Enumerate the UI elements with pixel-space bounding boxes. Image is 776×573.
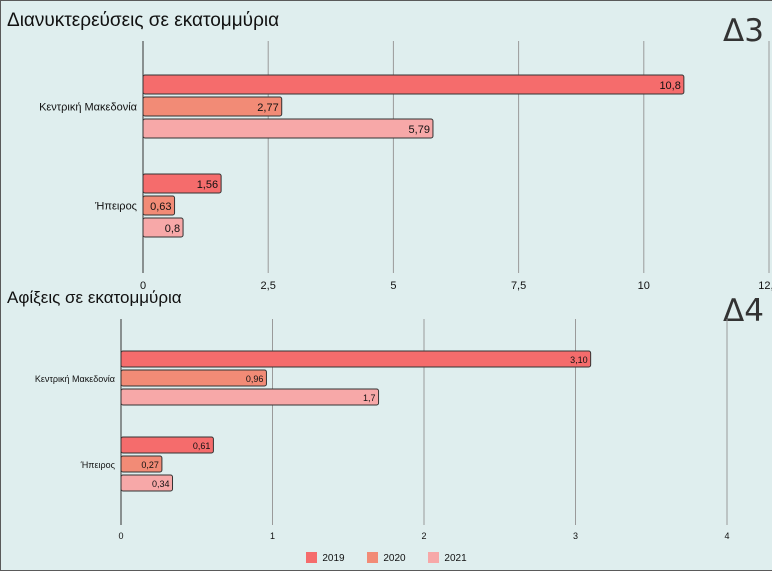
x-tick-label: 0 [118, 531, 123, 541]
data-label: 2,77 [257, 102, 278, 114]
x-tick-label: 1 [270, 531, 275, 541]
x-tick-label: 0 [140, 280, 146, 291]
data-label: 0,61 [193, 441, 211, 451]
x-tick-label: 10 [638, 280, 650, 291]
x-tick-label: 4 [724, 531, 729, 541]
x-tick-label: 5 [390, 280, 396, 291]
data-label: 0,34 [152, 479, 170, 489]
data-label: 0,27 [141, 460, 159, 470]
bar-2019-0 [120, 350, 592, 368]
bar-2021-0 [142, 118, 434, 139]
x-tick-label: 3 [573, 531, 578, 541]
chart-title-nights: Διανυκτερεύσεις σε εκατομμύρια [7, 10, 280, 31]
legend-item-2019: 2019 [306, 552, 345, 564]
category-label: Ήπειρος [94, 201, 137, 213]
data-label: 0,63 [150, 201, 171, 213]
bar-2020-0 [120, 369, 267, 387]
chart-title-arrivals: Αφίξεις σε εκατομμύρια [7, 288, 182, 307]
legend-swatch-2019 [306, 552, 318, 563]
bar-2020-1 [142, 195, 176, 216]
legend: 2019 2020 2021 [1, 552, 772, 564]
bar-2021-0 [120, 388, 380, 406]
data-label: 0,8 [165, 223, 180, 235]
legend-item-2021: 2021 [428, 552, 467, 564]
bar-2019-1 [120, 436, 214, 454]
data-label: 1,7 [363, 393, 376, 403]
x-tick-label: 7,5 [511, 280, 526, 291]
legend-swatch-2021 [428, 552, 440, 563]
chart-code-d4: Δ4 [723, 293, 764, 329]
legend-label-2021: 2021 [444, 553, 467, 564]
x-tick-label: 2 [421, 531, 426, 541]
legend-label-2020: 2020 [383, 553, 406, 564]
data-label: 0,96 [246, 374, 264, 384]
bar-2021-1 [142, 217, 184, 238]
bar-2021-1 [120, 474, 174, 492]
bar-2019-1 [142, 173, 222, 194]
data-label: 1,56 [197, 179, 218, 191]
legend-swatch-2020 [367, 552, 379, 563]
bar-2020-0 [142, 96, 283, 117]
data-label: 5,79 [409, 124, 430, 136]
category-label: Κεντρική Μακεδονία [35, 374, 115, 384]
bar-2020-1 [120, 455, 163, 473]
data-label: 10,8 [659, 80, 680, 92]
bar-2019-0 [142, 74, 685, 95]
x-tick-label: 12,5 [758, 280, 772, 291]
x-tick-label: 2,5 [261, 280, 276, 291]
category-label: Κεντρική Μακεδονία [39, 102, 138, 114]
chart-nights: 0 2,5 5 7,5 10 12,5 10,8 2,77 5,79 Κεντρική Μακεδ… [39, 41, 772, 291]
legend-label-2019: 2019 [322, 553, 345, 564]
category-label: Ήπειρος [80, 460, 116, 470]
legend-item-2020: 2020 [367, 552, 406, 564]
data-label: 3,10 [570, 355, 588, 365]
chart-code-d3: Δ3 [723, 13, 764, 49]
